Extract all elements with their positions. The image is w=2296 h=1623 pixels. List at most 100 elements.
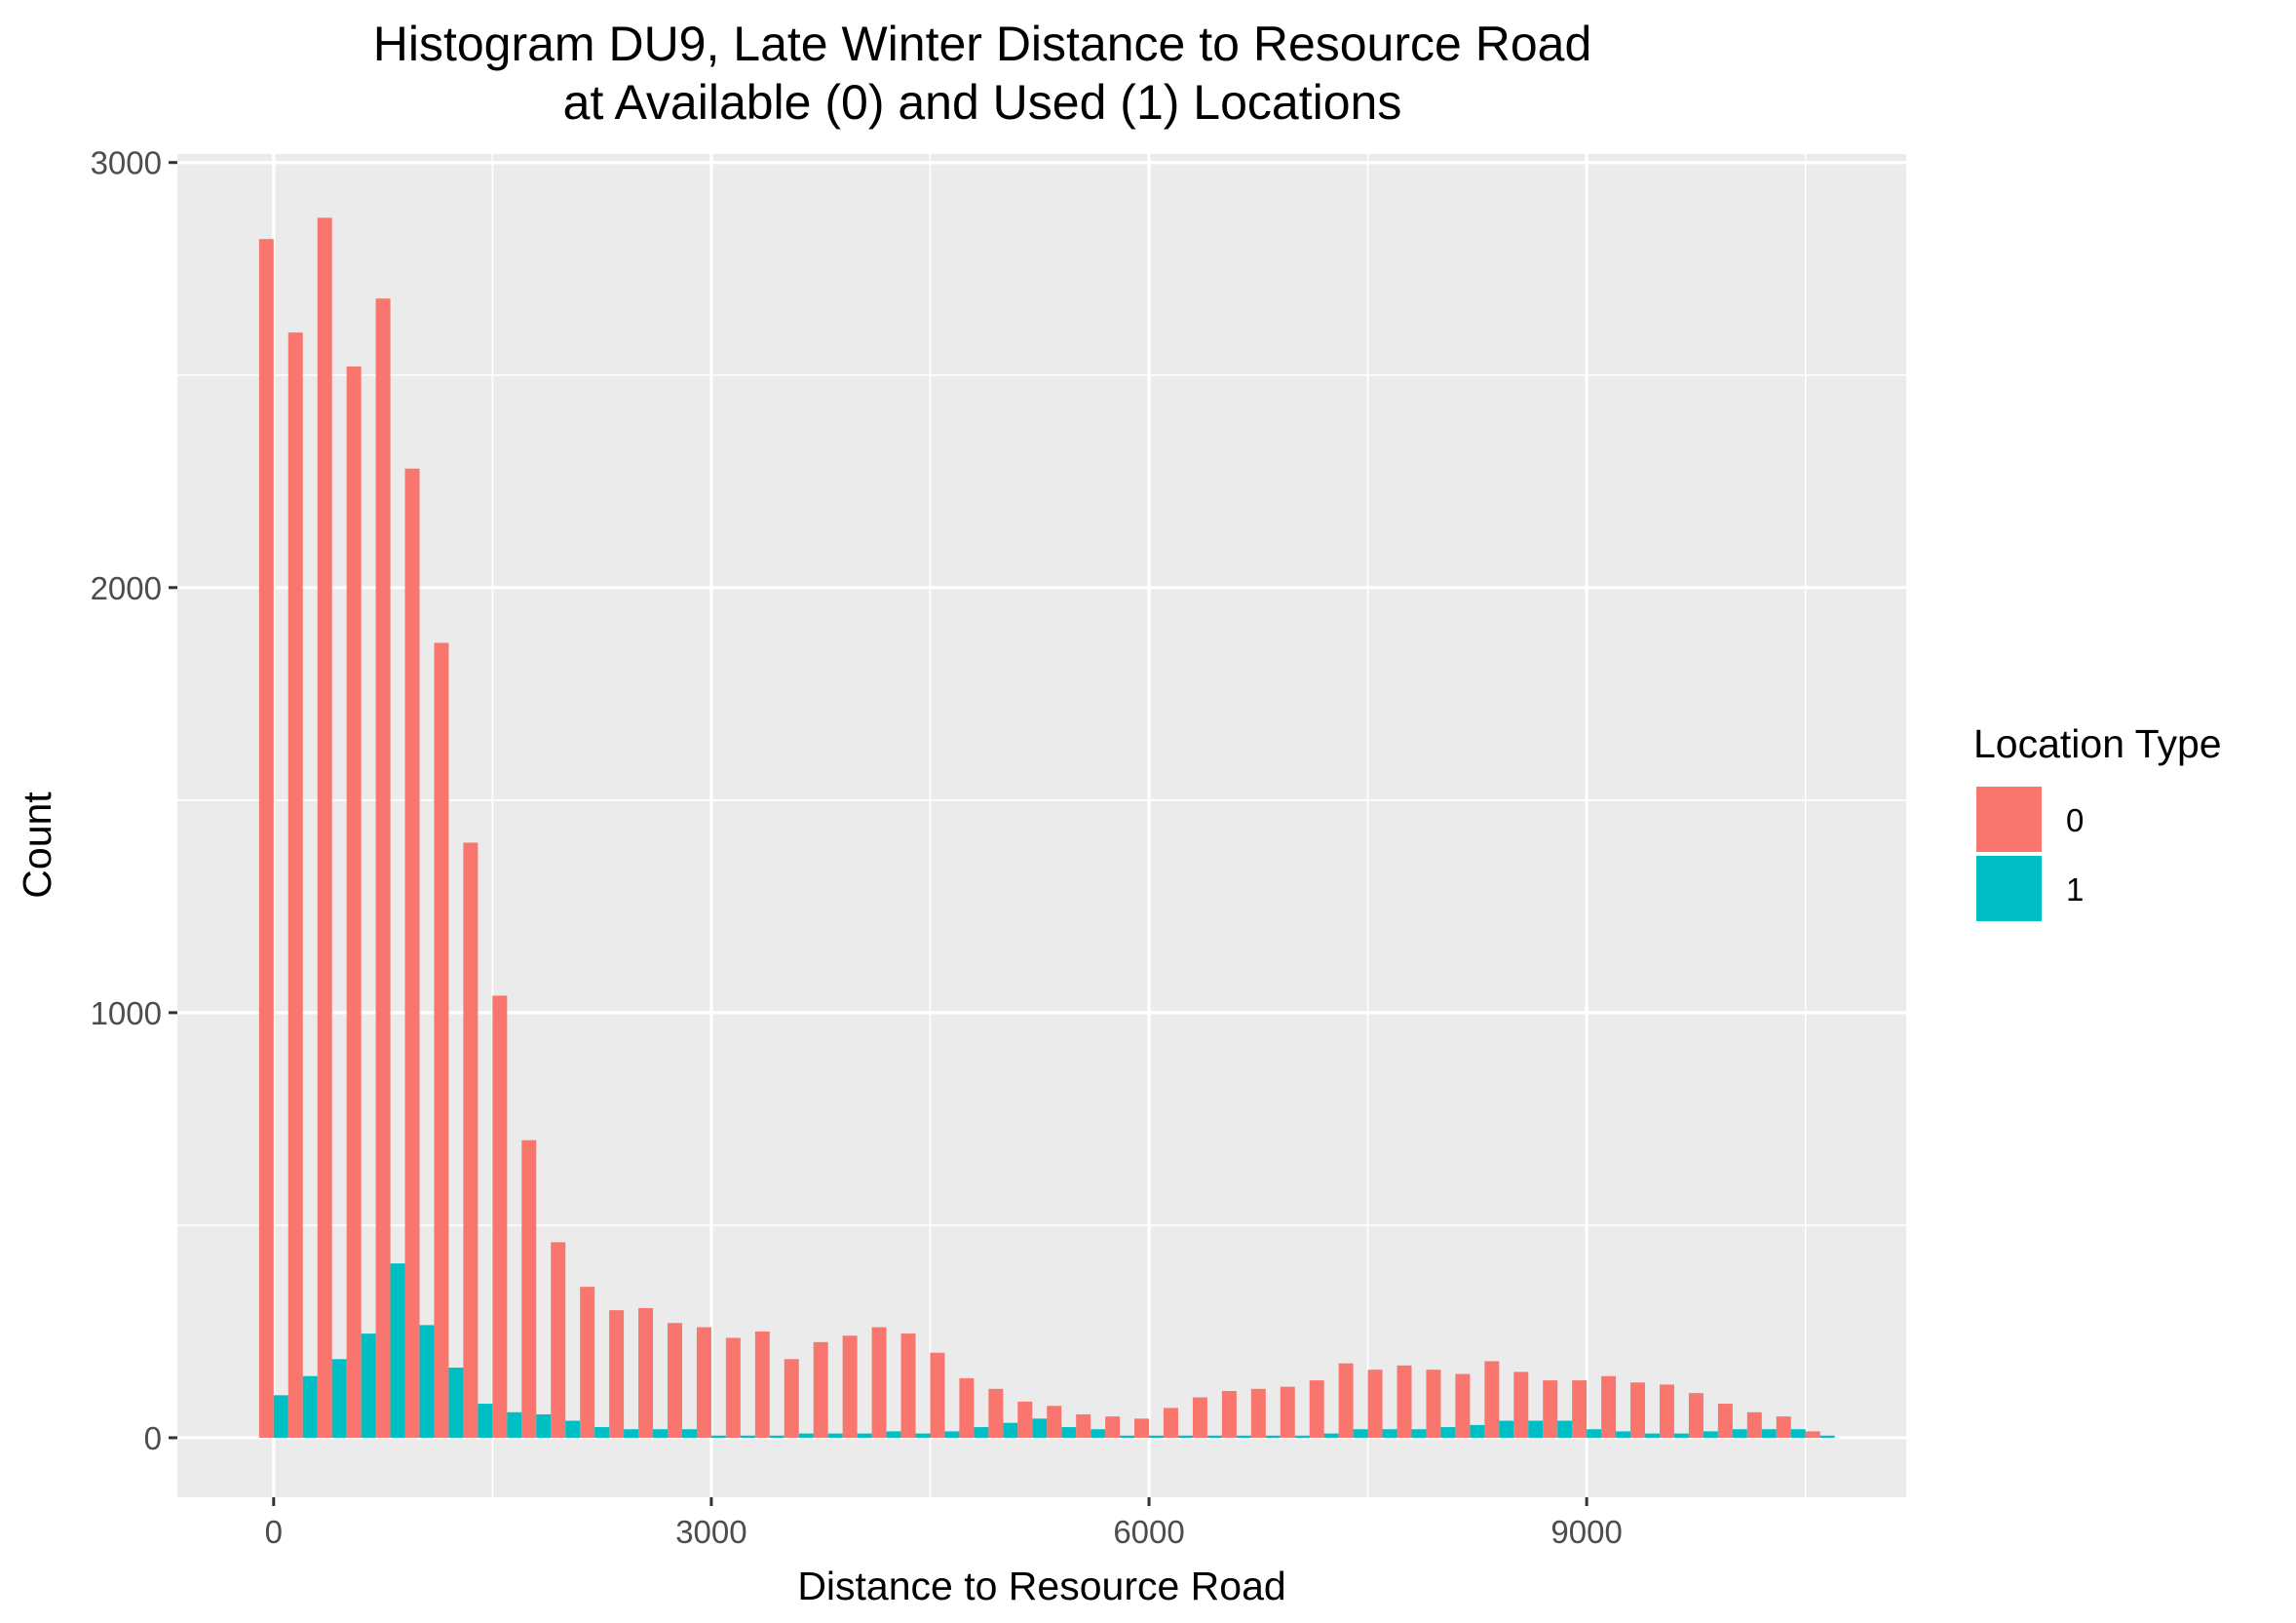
y-tick-label: 0 — [144, 1420, 162, 1456]
bar-series-1 — [1353, 1429, 1368, 1438]
bar-series-0 — [1513, 1372, 1529, 1438]
histogram-bars — [258, 217, 1835, 1438]
bar-series-1 — [857, 1433, 872, 1438]
bar-series-1 — [1528, 1420, 1544, 1438]
bar-series-0 — [696, 1327, 711, 1438]
bar-series-0 — [375, 298, 391, 1438]
bar-series-1 — [1470, 1424, 1485, 1438]
bar-series-0 — [1250, 1388, 1266, 1438]
bar-series-1 — [1411, 1429, 1427, 1438]
bar-series-0 — [930, 1352, 945, 1438]
bar-series-1 — [827, 1433, 843, 1438]
bar-series-0 — [1426, 1370, 1441, 1438]
legend-label-1: 1 — [2066, 871, 2084, 908]
bar-series-0 — [1192, 1397, 1207, 1438]
bar-series-0 — [668, 1323, 682, 1438]
bar-series-1 — [1761, 1429, 1777, 1438]
bar-series-1 — [1149, 1435, 1165, 1438]
bar-series-0 — [580, 1287, 595, 1438]
bar-series-1 — [974, 1427, 989, 1438]
bar-series-1 — [1323, 1433, 1339, 1438]
bar-series-1 — [1732, 1429, 1747, 1438]
bar-series-0 — [1688, 1393, 1703, 1438]
bar-series-1 — [594, 1427, 610, 1438]
bar-series-0 — [1659, 1384, 1674, 1438]
bar-series-1 — [1236, 1435, 1251, 1438]
y-tick-label: 1000 — [91, 995, 162, 1031]
bar-series-1 — [769, 1435, 784, 1438]
bar-series-1 — [710, 1435, 726, 1438]
bar-series-0 — [1164, 1408, 1178, 1438]
bar-series-0 — [609, 1310, 625, 1438]
bar-series-0 — [1367, 1370, 1383, 1438]
bar-series-1 — [886, 1431, 901, 1438]
bar-series-0 — [1601, 1375, 1617, 1438]
bar-series-0 — [1746, 1411, 1762, 1438]
bar-series-1 — [1061, 1427, 1077, 1438]
bar-series-1 — [1703, 1431, 1718, 1438]
bar-series-1 — [798, 1433, 814, 1438]
bar-series-1 — [302, 1375, 318, 1438]
bar-series-0 — [842, 1335, 858, 1438]
bar-series-1 — [1265, 1435, 1281, 1438]
bar-series-0 — [521, 1140, 537, 1438]
bar-series-0 — [1630, 1382, 1646, 1438]
y-tick-label: 3000 — [91, 145, 162, 181]
x-axis-title: Distance to Resource Road — [797, 1564, 1285, 1608]
bar-series-1 — [536, 1413, 552, 1438]
bar-series-0 — [1397, 1365, 1412, 1438]
bar-series-0 — [1221, 1390, 1237, 1438]
y-tick-label: 2000 — [91, 570, 162, 606]
bar-series-1 — [624, 1429, 639, 1438]
bar-series-0 — [1076, 1413, 1091, 1438]
bar-series-1 — [331, 1359, 347, 1438]
bar-series-1 — [478, 1404, 493, 1438]
bar-series-0 — [1572, 1380, 1588, 1438]
bar-series-1 — [1790, 1429, 1806, 1438]
x-tick-label: 3000 — [675, 1514, 746, 1550]
x-tick-label: 0 — [265, 1514, 283, 1550]
bar-series-0 — [258, 239, 274, 1438]
bar-series-0 — [1309, 1380, 1324, 1438]
bar-series-1 — [361, 1333, 376, 1438]
y-axis-title: Count — [15, 792, 59, 899]
chart-title-line-1: Histogram DU9, Late Winter Distance to R… — [373, 17, 1592, 71]
bar-series-0 — [1717, 1404, 1733, 1438]
bar-series-1 — [1440, 1427, 1456, 1438]
bar-series-1 — [1557, 1420, 1573, 1438]
bar-series-1 — [1499, 1420, 1514, 1438]
bar-series-0 — [551, 1242, 566, 1438]
legend-key-0 — [1976, 787, 2042, 852]
x-tick-label: 6000 — [1113, 1514, 1184, 1550]
legend-key-1 — [1976, 856, 2042, 921]
bar-series-1 — [740, 1435, 755, 1438]
bar-series-1 — [1032, 1418, 1048, 1438]
bar-series-0 — [287, 332, 303, 1438]
legend-title: Location Type — [1973, 721, 2222, 766]
bar-series-1 — [1587, 1429, 1602, 1438]
bar-series-1 — [448, 1367, 464, 1438]
bar-series-1 — [390, 1263, 405, 1438]
x-axis-ticks: 0 3000 6000 9000 — [265, 1497, 1623, 1550]
bar-series-0 — [1280, 1386, 1295, 1438]
bar-series-0 — [1455, 1373, 1471, 1438]
bar-series-1 — [653, 1429, 669, 1438]
bar-series-1 — [507, 1411, 522, 1438]
bar-series-1 — [1206, 1435, 1222, 1438]
legend-label-0: 0 — [2066, 802, 2084, 838]
bar-series-1 — [1120, 1435, 1135, 1438]
bar-series-0 — [1484, 1361, 1500, 1438]
bar-series-1 — [1645, 1433, 1660, 1438]
bar-series-0 — [1017, 1401, 1033, 1438]
bar-series-0 — [404, 468, 420, 1438]
x-tick-label: 9000 — [1550, 1514, 1622, 1550]
bar-series-0 — [900, 1333, 916, 1438]
bar-series-0 — [1805, 1431, 1820, 1438]
bar-series-0 — [959, 1377, 975, 1438]
bar-series-1 — [1003, 1422, 1018, 1438]
bar-series-0 — [988, 1388, 1004, 1438]
bar-series-0 — [871, 1327, 887, 1438]
bar-series-0 — [784, 1359, 799, 1438]
bar-series-0 — [638, 1307, 654, 1438]
